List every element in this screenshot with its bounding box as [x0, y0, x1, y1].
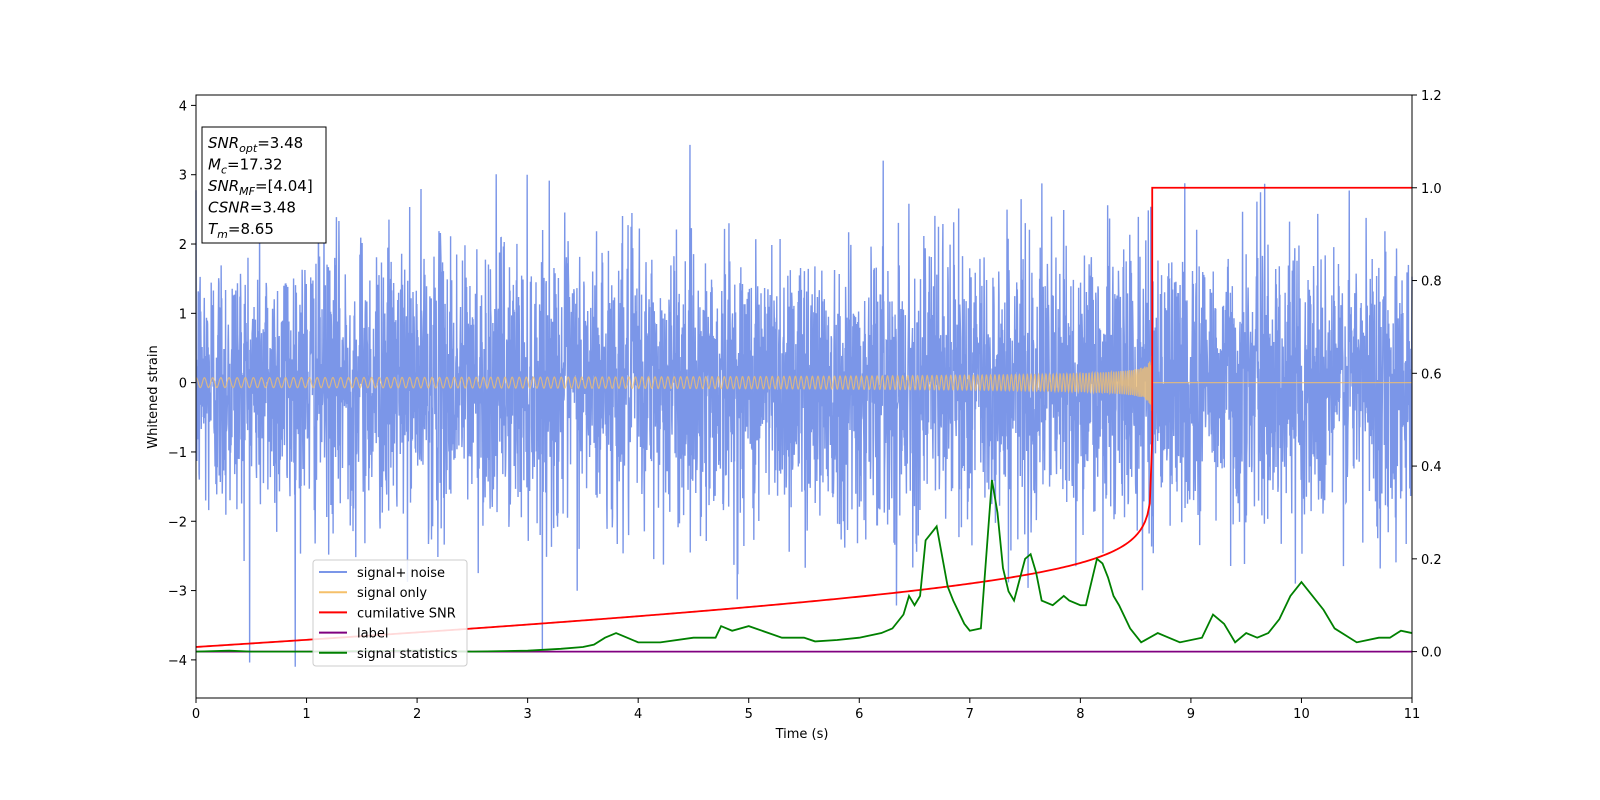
x-tick-label: 10	[1293, 707, 1310, 722]
y2-tick-label: 0.4	[1421, 460, 1442, 475]
svg-text:label: label	[357, 627, 388, 642]
y-tick-label: 0	[179, 377, 187, 392]
x-tick-label: 0	[192, 707, 200, 722]
signal-noise-line	[195, 144, 1413, 667]
annotation-line: SNRopt=3.48	[208, 134, 303, 155]
svg-text:signal+ noise: signal+ noise	[357, 566, 445, 581]
x-tick-label: 8	[1076, 707, 1084, 722]
annotation-line: Tm=8.65	[208, 220, 274, 241]
x-tick-label: 6	[855, 707, 863, 722]
x-tick-label: 1	[302, 707, 310, 722]
y-axis-label: Whitened strain	[146, 345, 161, 448]
x-axis-label: Time (s)	[775, 727, 829, 742]
y2-tick-label: 0.0	[1421, 646, 1442, 661]
x-tick-label: 5	[745, 707, 753, 722]
legend-cumulative-snr: cumilative SNR	[319, 606, 456, 621]
svg-text:signal only: signal only	[357, 586, 427, 601]
plot-frame	[195, 94, 1413, 699]
y2-tick-label: 0.2	[1421, 553, 1442, 568]
y2-axis-ticks: 0.0 0.2 0.4 0.6 0.8 1.0 1.2	[1412, 89, 1442, 661]
y2-tick-label: 0.6	[1421, 367, 1442, 382]
y-tick-label: 2	[179, 238, 187, 253]
x-tick-label: 11	[1404, 707, 1421, 722]
y-tick-label: 1	[179, 307, 187, 322]
x-tick-label: 4	[634, 707, 642, 722]
y-tick-label: −2	[168, 515, 187, 530]
svg-text:signal statistics: signal statistics	[357, 647, 458, 662]
x-axis-ticks: 0 1 2 3 4 5 6 7 8 9 10 11	[192, 698, 1420, 722]
signal-only-line	[195, 340, 1412, 412]
legend-signal-only: signal only	[319, 586, 427, 601]
y-tick-label: −3	[168, 585, 187, 600]
legend-signal-statistics: signal statistics	[319, 647, 458, 662]
annotation-line: SNRMF=[4.04]	[208, 177, 313, 198]
annotation-line: Mc=17.32	[208, 156, 283, 177]
y2-tick-label: 0.8	[1421, 275, 1442, 290]
signal-noise-series	[195, 144, 1413, 667]
signal-only-series	[195, 340, 1412, 412]
y-axis-ticks: −4 −3 −2 −1 0 1 2 3 4	[168, 99, 196, 669]
x-tick-label: 3	[523, 707, 531, 722]
y-tick-label: −4	[168, 654, 187, 669]
legend-label: label	[319, 627, 388, 642]
y2-tick-label: 1.0	[1421, 182, 1442, 197]
x-tick-label: 9	[1187, 707, 1195, 722]
x-tick-label: 7	[966, 707, 974, 722]
signal-statistics-line	[195, 479, 1413, 653]
y-tick-label: 4	[179, 99, 187, 114]
annotation-line: CSNR=3.48	[208, 199, 296, 217]
annotation-box: SNRopt=3.48Mc=17.32SNRMF=[4.04]CSNR=3.48…	[201, 126, 327, 244]
x-tick-label: 2	[413, 707, 421, 722]
legend: signal+ noise signal only cumilative SNR la…	[312, 559, 468, 667]
y-tick-label: 3	[179, 169, 187, 184]
legend-signal-noise: signal+ noise	[319, 566, 445, 581]
svg-text:cumilative SNR: cumilative SNR	[357, 606, 456, 621]
y2-tick-label: 1.2	[1421, 89, 1442, 104]
y-tick-label: −1	[168, 446, 187, 461]
